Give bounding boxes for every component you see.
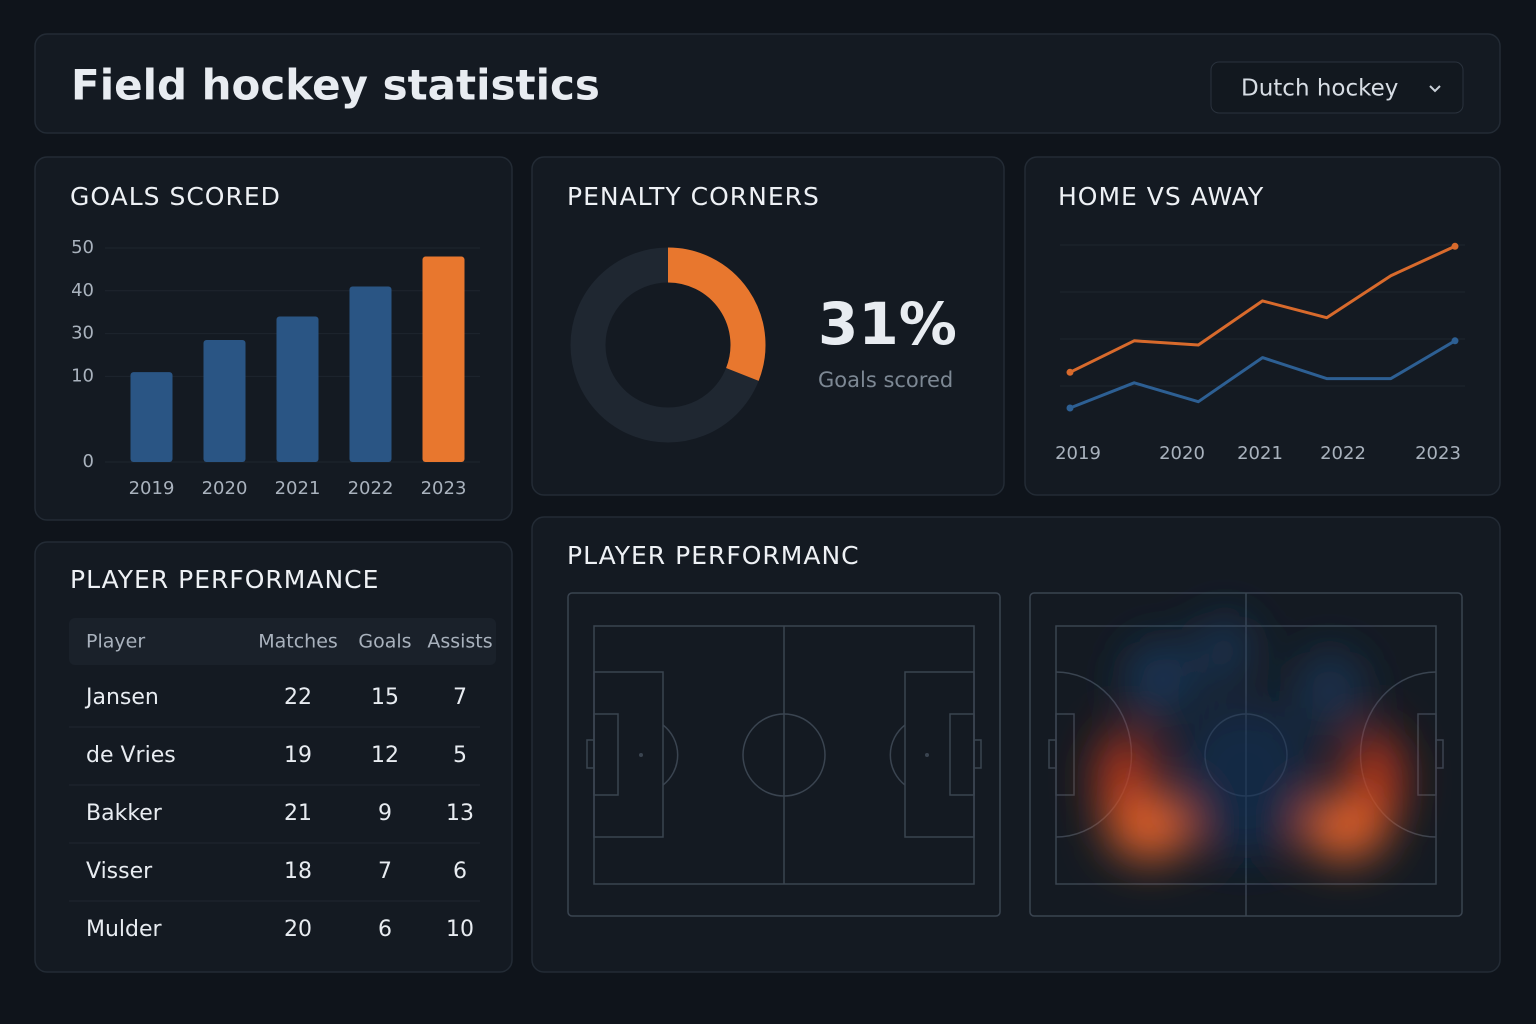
heat-blobs	[1097, 615, 1403, 860]
table-cell: 9	[378, 801, 392, 826]
table-cell: 6	[453, 859, 467, 884]
table-cell: Mulder	[86, 917, 163, 942]
table-cell: 22	[284, 685, 312, 710]
line-endpoint	[1451, 337, 1459, 345]
line-endpoint	[1451, 242, 1459, 250]
kpi-caption: Goals scored	[818, 368, 953, 392]
x-tick-label: 2022	[1320, 443, 1366, 464]
card-title: PLAYER PERFORMANC	[567, 541, 860, 570]
table-header: Goals	[358, 631, 411, 653]
x-tick-label: 2021	[275, 478, 321, 499]
table-header-bg	[69, 618, 496, 665]
center-circle	[742, 713, 826, 797]
table-cell: 6	[378, 917, 392, 942]
goal	[973, 739, 982, 769]
dropdown-chevron[interactable]	[1429, 85, 1441, 93]
bar	[349, 286, 392, 462]
table-cell: 21	[284, 801, 312, 826]
line-endpoint	[1066, 368, 1074, 376]
x-tick-label: 2021	[1237, 443, 1283, 464]
home-away-card	[1024, 156, 1501, 496]
field-outline	[567, 592, 1001, 917]
card-title: PLAYER PERFORMANCE	[70, 565, 379, 594]
dropdown-label[interactable]: Dutch hockey	[1241, 76, 1398, 102]
table-cell: 13	[446, 801, 474, 826]
table-cell: Bakker	[86, 801, 163, 826]
table-cell: 10	[446, 917, 474, 942]
line-series	[1069, 339, 1456, 410]
table-header: Matches	[258, 631, 338, 653]
bar	[276, 316, 319, 462]
kpi-value: 31%	[818, 290, 957, 358]
line-series	[1069, 244, 1456, 374]
penalty-arc	[662, 724, 679, 786]
table-cell: 12	[371, 743, 399, 768]
page-title: Field hockey statistics	[71, 61, 600, 110]
table-cell: 5	[453, 743, 467, 768]
y-tick-label: 0	[83, 451, 94, 472]
table-cell: 7	[453, 685, 467, 710]
y-tick-label: 50	[71, 237, 94, 258]
donut-segment	[667, 247, 766, 381]
goal	[586, 739, 595, 769]
header-card	[34, 33, 1501, 134]
table-cell: 18	[284, 859, 312, 884]
bar	[422, 256, 465, 462]
table-cell: 19	[284, 743, 312, 768]
x-tick-label: 2023	[1415, 443, 1461, 464]
x-tick-label: 2023	[421, 478, 467, 499]
x-tick-label: 2022	[348, 478, 394, 499]
y-tick-label: 10	[71, 365, 94, 386]
x-tick-label: 2019	[129, 478, 175, 499]
table-cell: 15	[371, 685, 399, 710]
card-title: GOALS SCORED	[70, 182, 281, 211]
penalty-spot	[639, 753, 643, 757]
table-cell: Jansen	[84, 685, 159, 710]
card-title: PENALTY CORNERS	[567, 182, 820, 211]
y-tick-label: 30	[71, 323, 94, 344]
bar	[130, 372, 173, 462]
penalty-spot	[925, 753, 929, 757]
table-cell: Visser	[86, 859, 153, 884]
goal	[1435, 739, 1444, 769]
table-cell: 20	[284, 917, 312, 942]
bar	[203, 340, 246, 462]
goal	[1048, 739, 1057, 769]
table-cell: de Vries	[86, 743, 176, 768]
home-away-grid	[1060, 244, 1465, 387]
heatmap-card	[531, 516, 1501, 973]
line-endpoint	[1066, 404, 1074, 412]
x-tick-label: 2020	[202, 478, 248, 499]
table-cell: 7	[378, 859, 392, 884]
table-header: Player	[86, 631, 145, 653]
x-tick-label: 2019	[1055, 443, 1101, 464]
dropdown[interactable]	[1210, 61, 1464, 114]
table-header: Assists	[427, 631, 492, 653]
card-title: HOME VS AWAY	[1058, 182, 1264, 211]
penalty-arc	[889, 724, 906, 786]
x-tick-label: 2020	[1159, 443, 1205, 464]
y-tick-label: 40	[71, 280, 94, 301]
